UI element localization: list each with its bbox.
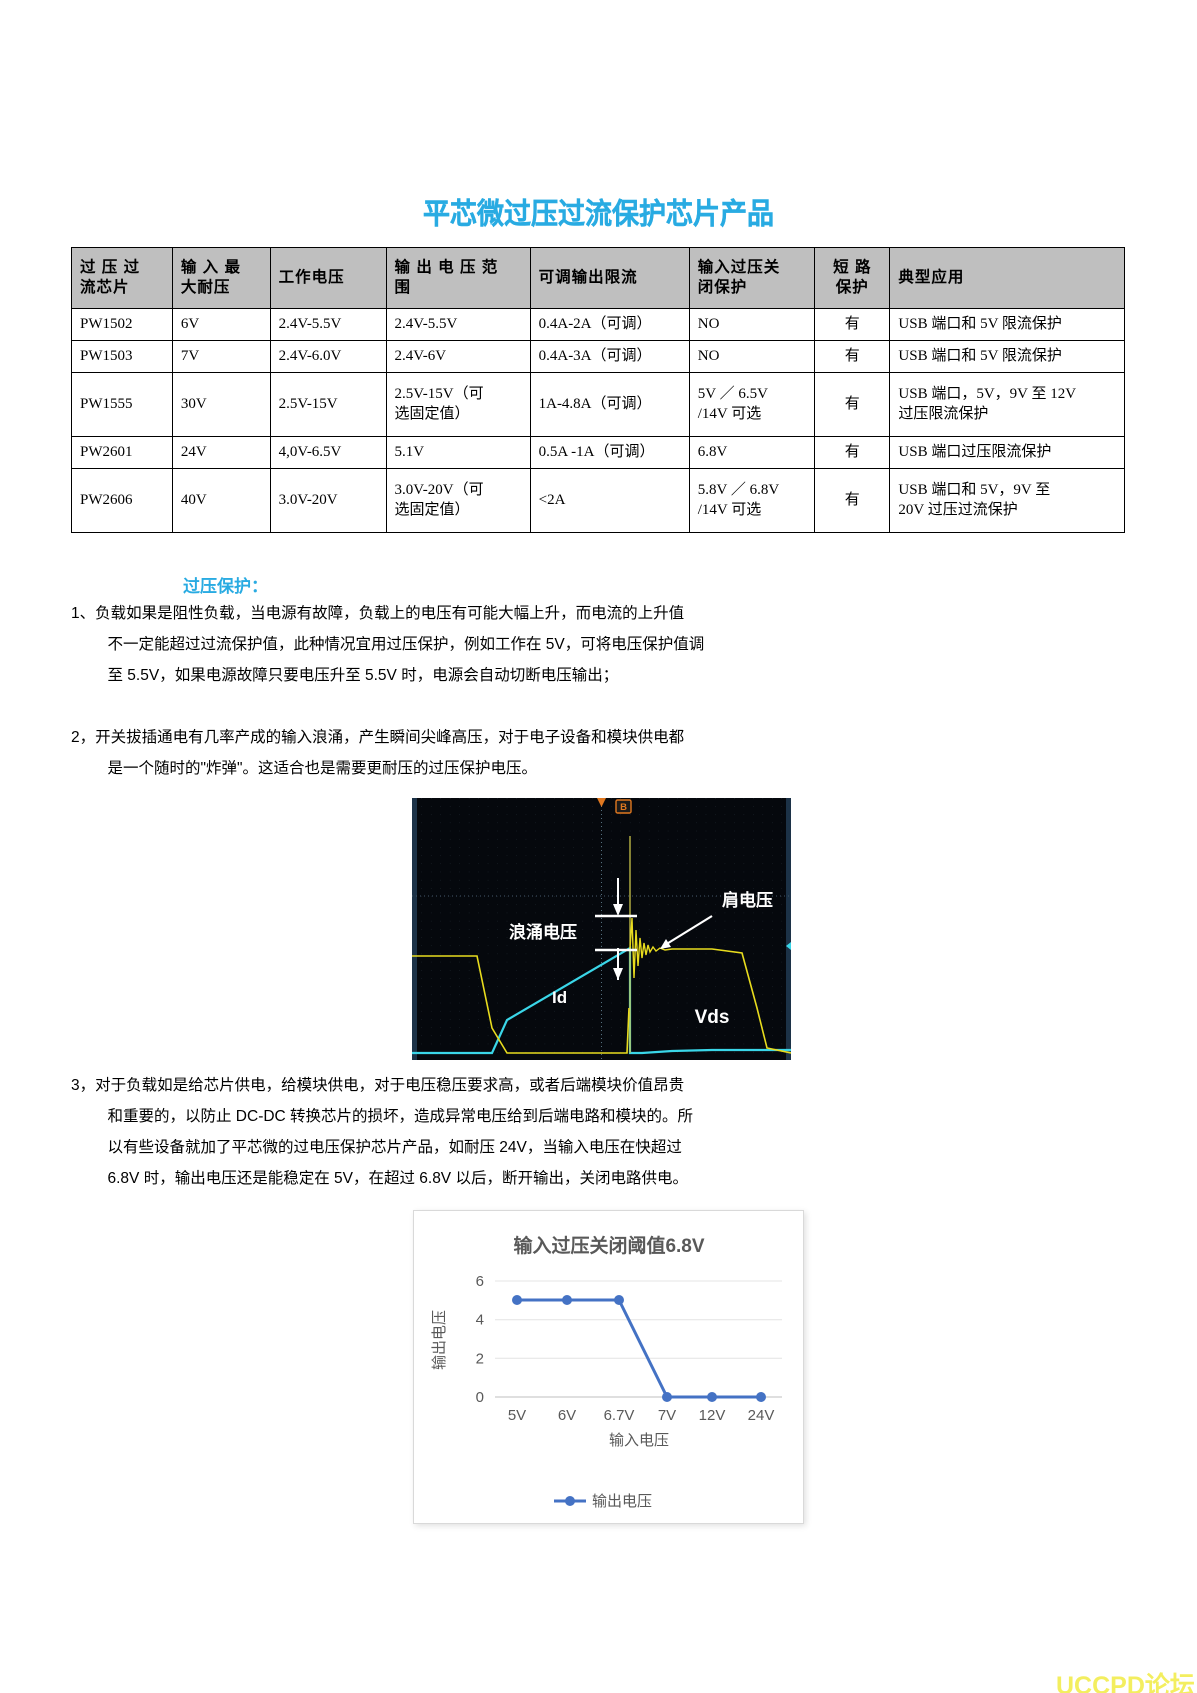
- svg-text:6.7V: 6.7V: [604, 1407, 635, 1424]
- svg-text:输入电压: 输入电压: [609, 1432, 669, 1449]
- svg-text:Id: Id: [552, 988, 567, 1007]
- svg-text:输入过压关闭阈值6.8V: 输入过压关闭阈值6.8V: [513, 1234, 704, 1257]
- svg-text:4: 4: [476, 1312, 484, 1329]
- svg-text:输出电压: 输出电压: [592, 1493, 652, 1510]
- svg-text:浪涌电压: 浪涌电压: [509, 922, 577, 942]
- svg-text:12V: 12V: [699, 1407, 726, 1424]
- svg-text:B: B: [620, 802, 627, 813]
- svg-text:0: 0: [476, 1389, 484, 1406]
- svg-text:6: 6: [476, 1273, 484, 1290]
- svg-text:24V: 24V: [748, 1407, 775, 1424]
- svg-text:5V: 5V: [508, 1407, 526, 1424]
- svg-text:2: 2: [476, 1350, 484, 1367]
- svg-text:肩电压: 肩电压: [722, 890, 773, 910]
- svg-text:6V: 6V: [558, 1407, 576, 1424]
- svg-text:输出电压: 输出电压: [431, 1310, 448, 1370]
- svg-text:7V: 7V: [658, 1407, 676, 1424]
- svg-text:Vds: Vds: [695, 1007, 730, 1028]
